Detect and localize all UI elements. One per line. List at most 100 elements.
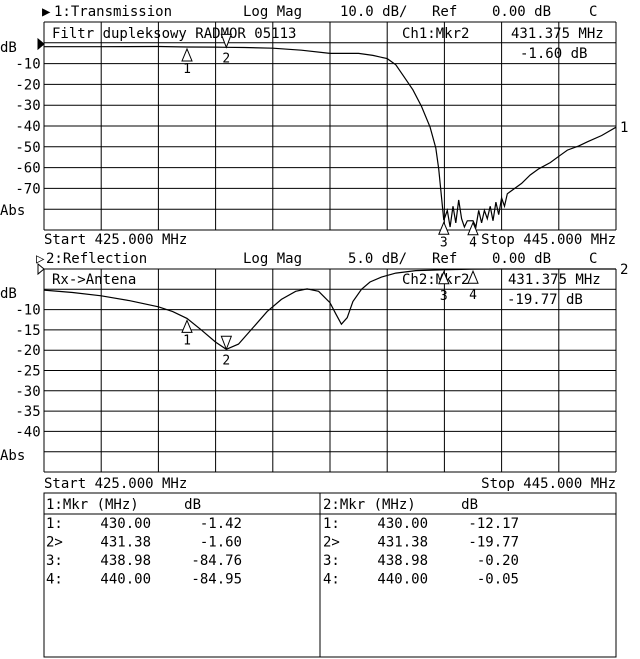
marker-value: -1.42 xyxy=(200,516,242,532)
marker-frequency: 430.00 xyxy=(100,516,151,532)
marker-frequency: 440.00 xyxy=(100,572,151,588)
marker-value: -0.05 xyxy=(477,572,519,588)
y-tick-label: -60 xyxy=(15,161,40,177)
channel-2-marker-freq: 431.375 MHz xyxy=(508,272,601,288)
marker-label: 3 xyxy=(440,235,448,250)
channel-2-title: 2:Reflection xyxy=(46,251,147,267)
marker-id: 3: xyxy=(46,553,63,569)
channel-2-ref-value: 0.00 dB xyxy=(492,251,551,267)
channel-2-panel: ▷ 2:Reflection Log Mag 5.0 dB/ Ref 0.00 … xyxy=(0,251,628,492)
marker-label: 1 xyxy=(183,62,191,77)
marker-table-header-db: dB xyxy=(184,497,201,513)
channel-1-annotation: Filtr dupleksowy RADMOR 05113 xyxy=(52,26,296,42)
trace-line xyxy=(43,268,616,350)
marker-tables: 1:Mkr (MHz) dB 1: 430.00 -1.42 2> 431.38 -1.60 3… xyxy=(43,492,617,658)
marker-4-icon xyxy=(467,269,479,284)
y-tick-label: -15 xyxy=(15,323,40,339)
marker-2-icon xyxy=(220,33,233,49)
channel-1-stop: Stop 445.000 MHz xyxy=(481,232,616,248)
marker-label: 4 xyxy=(469,288,477,303)
marker-label: 1 xyxy=(183,333,191,348)
channel-1-scale: 10.0 dB/ xyxy=(340,4,407,20)
marker-frequency: 438.98 xyxy=(100,553,151,569)
y-tick-label: -35 xyxy=(15,404,40,420)
reference-position-icon xyxy=(37,262,45,276)
channel-2-format: Log Mag xyxy=(243,251,302,267)
channel-2-annotation: Rx->Antena xyxy=(52,272,136,288)
channel-2-scale: 5.0 dB/ xyxy=(348,251,407,267)
marker-id: 4: xyxy=(323,572,340,588)
marker-table-row: 1: 430.00 -1.42 xyxy=(46,516,242,532)
marker-table-row: 4: 440.00 -84.95 xyxy=(46,572,242,588)
marker-label: 2 xyxy=(222,51,230,66)
channel-1-format: Log Mag xyxy=(243,4,302,20)
marker-3-icon xyxy=(438,270,450,285)
marker-id: 2> xyxy=(323,535,340,551)
channel-2-flag: C xyxy=(589,251,597,267)
y-tick-label: -70 xyxy=(15,181,40,197)
channel-1-panel: ▶ 1:Transmission Log Mag 10.0 dB/ Ref 0.… xyxy=(0,4,628,251)
y-tick-label: -20 xyxy=(15,77,40,93)
channel-1-start: Start 425.000 MHz xyxy=(44,232,187,248)
y-tick-label: -20 xyxy=(15,343,40,359)
y-tick-label: -25 xyxy=(15,364,40,380)
channel-1-ref-label: Ref xyxy=(432,4,457,20)
marker-id: 4: xyxy=(46,572,63,588)
marker-value: -84.95 xyxy=(191,572,242,588)
marker-table-header-db: dB xyxy=(461,497,478,513)
channel-2-arrow-icon: ▷ xyxy=(36,251,45,267)
channel-2-start: Start 425.000 MHz xyxy=(44,476,187,492)
channel-2-y-mode: Abs xyxy=(0,448,25,464)
marker-table-row: 2> 431.38 -1.60 xyxy=(46,535,242,551)
marker-table-row: 3: 438.98 -84.76 xyxy=(46,553,242,569)
channel-1-active-marker: Ch1:Mkr2 xyxy=(402,26,469,42)
channel-1-y-mode: Abs xyxy=(0,203,25,219)
y-tick-label: -30 xyxy=(15,384,40,400)
marker-value: -1.60 xyxy=(200,535,242,551)
y-tick-label: -40 xyxy=(15,424,40,440)
y-tick-label: -50 xyxy=(15,140,40,156)
marker-frequency: 440.00 xyxy=(377,572,428,588)
marker-id: 3: xyxy=(323,553,340,569)
y-tick-label: -10 xyxy=(15,57,40,73)
marker-label: 4 xyxy=(469,236,477,251)
marker-1-icon xyxy=(181,47,193,62)
marker-label: 3 xyxy=(440,289,448,304)
marker-id: 1: xyxy=(323,516,340,532)
marker-frequency: 431.38 xyxy=(100,535,151,551)
marker-value: -84.76 xyxy=(191,553,242,569)
marker-table-header-mkr: 2:Mkr (MHz) xyxy=(323,497,416,513)
channel-1-y-unit: dB xyxy=(0,40,17,56)
channel-1-marker-value: -1.60 dB xyxy=(520,46,587,62)
marker-value: -12.17 xyxy=(468,516,519,532)
channel-2-y-unit: dB xyxy=(0,286,17,302)
marker-table-row: 2> 431.38 -19.77 xyxy=(323,535,519,551)
channel-2-active-marker: Ch2:Mkr2 xyxy=(402,272,469,288)
marker-label: 2 xyxy=(222,353,230,368)
marker-table-frame xyxy=(43,492,617,658)
reference-position-icon xyxy=(37,37,45,51)
marker-table-row: 1: 430.00 -12.17 xyxy=(323,516,519,532)
trace-line xyxy=(44,45,617,230)
trace-end-label: 1 xyxy=(620,120,628,136)
y-tick-label: -40 xyxy=(15,119,40,135)
channel-1-title: 1:Transmission xyxy=(54,4,172,20)
marker-3-icon xyxy=(438,221,450,235)
marker-value: -0.20 xyxy=(477,553,519,569)
marker-id: 2> xyxy=(46,535,63,551)
channel-1-ref-value: 0.00 dB xyxy=(492,4,551,20)
y-tick-label: -30 xyxy=(15,98,40,114)
channel-2-marker-value: -19.77 dB xyxy=(507,292,583,308)
marker-2-icon xyxy=(220,335,233,351)
marker-table-row: 4: 440.00 -0.05 xyxy=(323,572,519,588)
y-tick-label: -10 xyxy=(15,303,40,319)
marker-frequency: 431.38 xyxy=(377,535,428,551)
marker-frequency: 438.98 xyxy=(377,553,428,569)
marker-4-icon xyxy=(467,221,479,236)
channel-2-stop: Stop 445.000 MHz xyxy=(481,476,616,492)
channel-1-flag: C xyxy=(589,4,597,20)
marker-frequency: 430.00 xyxy=(377,516,428,532)
channel-1-marker-freq: 431.375 MHz xyxy=(511,26,604,42)
trace-end-label: 2 xyxy=(620,262,628,278)
